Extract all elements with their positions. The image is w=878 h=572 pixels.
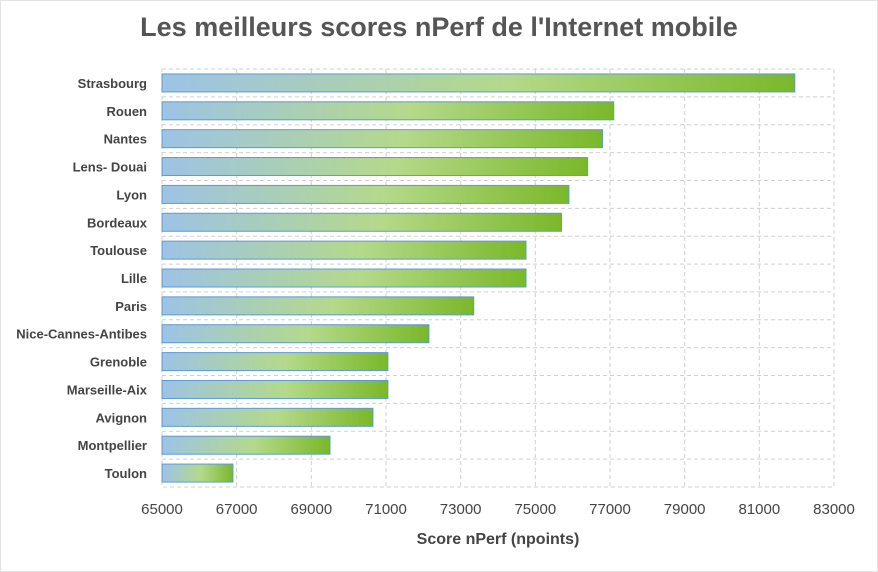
x-tick-label: 77000 xyxy=(589,501,631,518)
category-label: Nice-Cannes-Antibes xyxy=(16,327,147,342)
category-label: Montpellier xyxy=(78,438,147,453)
category-label: Strasbourg xyxy=(78,76,147,91)
chart-title: Les meilleurs scores nPerf de l'Internet… xyxy=(140,12,738,42)
x-tick-label: 69000 xyxy=(290,501,332,518)
category-label: Marseille-Aix xyxy=(67,382,148,397)
bar xyxy=(161,463,234,483)
bar xyxy=(161,101,615,121)
category-label: Avignon xyxy=(95,410,147,425)
x-tick-label: 81000 xyxy=(738,501,780,518)
category-label: Bordeaux xyxy=(87,215,148,230)
x-axis-title: Score nPerf (npoints) xyxy=(417,531,580,548)
category-label: Rouen xyxy=(107,104,148,119)
category-label: Paris xyxy=(115,299,147,314)
x-tick-label: 83000 xyxy=(813,501,855,518)
category-label: Lille xyxy=(121,271,147,286)
category-label: Lyon xyxy=(116,187,147,202)
x-tick-label: 71000 xyxy=(365,501,407,518)
bar xyxy=(161,184,570,204)
bar xyxy=(161,73,796,93)
category-label: Lens- Douai xyxy=(73,160,147,175)
x-tick-label: 75000 xyxy=(514,501,556,518)
bar xyxy=(161,240,527,260)
x-tick-label: 67000 xyxy=(216,501,258,518)
category-label: Toulon xyxy=(105,466,147,481)
x-tick-label: 73000 xyxy=(440,501,482,518)
category-label: Nantes xyxy=(104,132,147,147)
bar xyxy=(161,157,589,177)
bar xyxy=(161,324,430,344)
bar xyxy=(161,435,331,455)
category-label: Grenoble xyxy=(90,355,147,370)
bar xyxy=(161,296,475,316)
bar xyxy=(161,212,562,232)
bar xyxy=(161,268,527,288)
category-label: Toulouse xyxy=(90,243,147,258)
bar xyxy=(161,129,604,149)
bar xyxy=(161,352,389,372)
bar xyxy=(161,407,374,427)
x-tick-label: 79000 xyxy=(664,501,706,518)
bar xyxy=(161,379,389,399)
x-tick-label: 65000 xyxy=(141,501,183,518)
